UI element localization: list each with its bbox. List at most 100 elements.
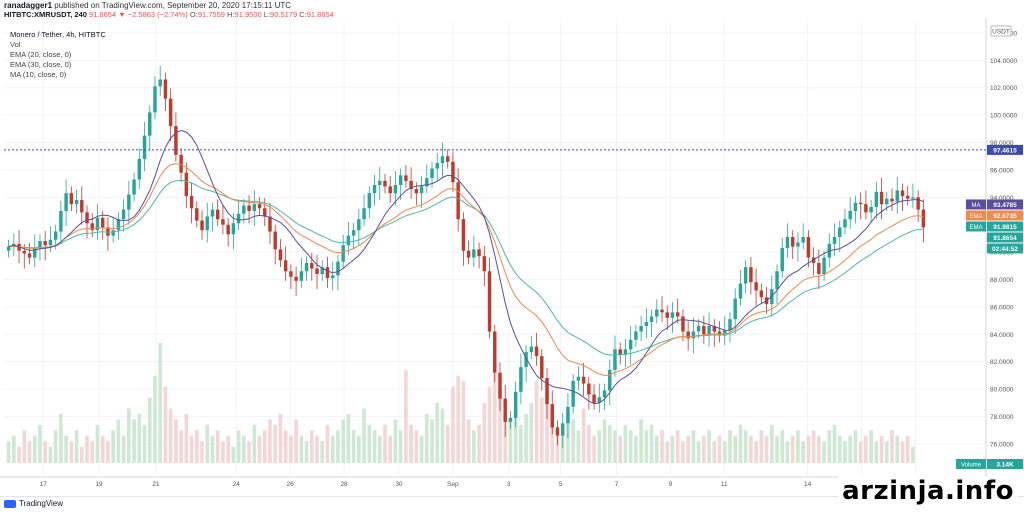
candle-body (644, 321, 649, 327)
legend-title[interactable]: Monero / Tether, 4h, HITBTC (10, 30, 106, 39)
low-value: 90.5179 (270, 10, 298, 19)
legend-volume[interactable]: Vol (10, 40, 21, 49)
volume-bar (681, 441, 685, 463)
candle-body (838, 227, 842, 238)
tradingview-brand[interactable]: TradingView (4, 499, 63, 508)
candle-body (330, 275, 335, 279)
legend-ema30[interactable]: EMA (30, close, 0) (10, 60, 72, 69)
volume-bar (472, 430, 476, 463)
y-tick-label: 96.0000 (990, 167, 1014, 174)
price-tag (987, 210, 1023, 221)
legend-ema20[interactable]: EMA (20, close, 0) (10, 50, 72, 59)
volume-bar (628, 430, 633, 463)
candle-body (445, 156, 450, 162)
candle-body (294, 276, 298, 281)
volume-bar (121, 435, 126, 463)
candle-body (592, 394, 596, 403)
x-tick-label: 26 (287, 481, 295, 488)
legend-ma10[interactable]: MA (10, close, 0) (10, 70, 67, 79)
candle-body (608, 369, 612, 391)
volume-bar (790, 435, 795, 463)
candle-body (430, 168, 434, 179)
volume-bar (179, 430, 183, 463)
candle-body (785, 237, 790, 248)
candle-body (472, 249, 476, 258)
candle-body (524, 352, 528, 368)
volume-bar (519, 424, 523, 463)
x-tick-label: 5 (559, 481, 563, 488)
candle-body (911, 197, 915, 199)
volume-name-tag (956, 459, 986, 469)
price-chart[interactable]: 76.0000 78.0000 80.0000 82.0000 84.0000 86.00… (0, 18, 1024, 496)
publisher-name[interactable]: ranadagger1 (4, 1, 53, 10)
volume-bar (811, 430, 816, 463)
price-tag-value: 92.6735 (993, 213, 1017, 220)
volume-bar (879, 435, 884, 463)
volume-bar (743, 430, 748, 463)
x-tick-label: 7 (615, 481, 619, 488)
volume-bar (639, 419, 643, 463)
volume-bar (38, 424, 42, 463)
candle-body (602, 390, 607, 398)
candle-body (278, 249, 283, 261)
candle-body (660, 309, 664, 313)
volume-bar (163, 386, 168, 463)
volume-bar (461, 381, 466, 463)
candle-body (435, 163, 439, 169)
volume-bar (257, 435, 262, 463)
close-label: C: (299, 10, 307, 19)
volume-bar (168, 408, 173, 463)
volume-bar (900, 441, 905, 463)
publish-info: ranadagger1 published on TradingView.com… (4, 1, 291, 10)
volume-bar (74, 430, 79, 463)
volume-bar (435, 403, 440, 463)
volume-bar (764, 435, 769, 463)
volume-bar (85, 435, 89, 463)
candle-body (879, 191, 884, 205)
volume-bar (728, 430, 732, 463)
volume-bar (529, 403, 534, 463)
volume-bar (372, 430, 377, 463)
volume-bar (184, 413, 189, 463)
candle-body (64, 193, 68, 211)
candle-body (100, 217, 105, 228)
x-tick-label: 9 (669, 481, 673, 488)
y-tick-label: 78.0000 (990, 414, 1014, 421)
candle-body (822, 257, 826, 274)
candle-body (545, 378, 549, 405)
candle-body (639, 326, 643, 332)
currency-badge[interactable] (990, 25, 1012, 37)
volume-bar (853, 430, 858, 463)
candle-body (325, 267, 330, 279)
candle-body (289, 271, 293, 277)
candle-body (508, 417, 513, 422)
volume-bar (200, 441, 204, 463)
candle-body (670, 312, 675, 318)
candle-body (80, 200, 84, 213)
open-label: O: (189, 10, 198, 19)
candle-body (691, 331, 696, 339)
candle-body (775, 271, 779, 290)
indicator-name-tag (966, 199, 986, 210)
volume-bar (341, 419, 345, 463)
volume-bar (864, 435, 868, 463)
volume-bar (194, 430, 199, 463)
ohlc-readout: HITBTC:XMRUSDT, 240 91.8654 ▼ −2.5863 (−… (4, 10, 334, 19)
volume-bar (137, 413, 142, 463)
candle-body (121, 209, 126, 220)
volume-bar (675, 430, 680, 463)
volume-bar (367, 424, 372, 463)
candle-body (404, 175, 408, 181)
price-tag-value: 91.9815 (993, 224, 1017, 231)
candle-body (200, 220, 204, 231)
volume-bar (147, 397, 152, 463)
volume-bar (174, 419, 178, 463)
candle-body (780, 247, 784, 272)
x-tick-label: Sep (447, 481, 459, 488)
x-tick-label: 11 (721, 481, 728, 488)
volume-bar (299, 435, 304, 463)
volume-bar (6, 441, 11, 463)
candle-body (215, 209, 220, 220)
volume-bar (890, 430, 894, 463)
candle-body (74, 200, 79, 205)
